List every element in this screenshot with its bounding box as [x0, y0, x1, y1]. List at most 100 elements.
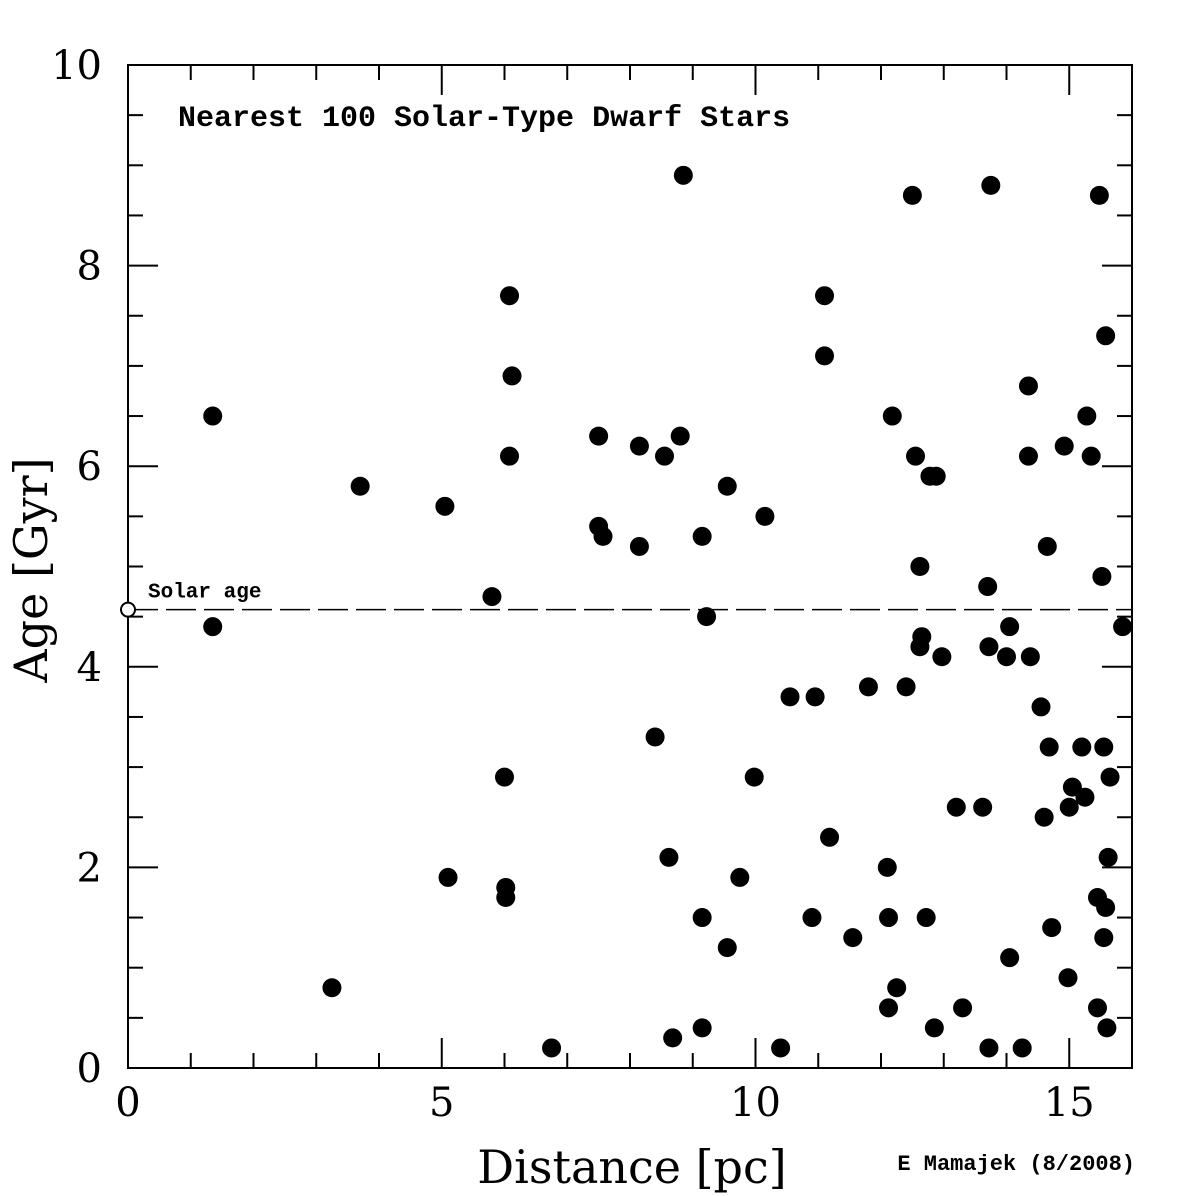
data-point — [981, 175, 1001, 195]
data-point — [1031, 697, 1051, 717]
data-point — [500, 286, 520, 306]
data-point — [1037, 536, 1057, 556]
data-point — [1018, 446, 1038, 466]
data-point — [717, 938, 737, 958]
data-point — [879, 908, 899, 928]
data-point — [673, 165, 693, 185]
data-point — [670, 426, 690, 446]
x-tick-label: 10 — [730, 1080, 781, 1126]
data-point — [1094, 737, 1114, 757]
data-point — [906, 446, 926, 466]
data-point — [495, 767, 514, 787]
data-point — [815, 346, 835, 366]
data-point — [1089, 185, 1109, 205]
data-point — [1020, 647, 1040, 667]
x-tick-label: 5 — [429, 1080, 454, 1126]
data-point — [953, 998, 973, 1018]
data-point — [697, 607, 717, 627]
data-point — [946, 797, 966, 817]
data-point — [1059, 797, 1079, 817]
y-tick-label: 0 — [77, 1046, 102, 1092]
data-point — [1092, 567, 1112, 587]
y-tick-label: 10 — [51, 43, 102, 89]
data-point — [843, 928, 863, 948]
y-axis-label: Age [Gyr] — [4, 457, 58, 683]
data-point — [717, 476, 737, 496]
x-tick-label: 15 — [1044, 1080, 1095, 1126]
data-point — [322, 978, 342, 998]
data-point — [755, 506, 775, 526]
data-point — [1096, 898, 1116, 918]
data-point — [910, 557, 930, 576]
data-point — [997, 647, 1016, 667]
data-point — [805, 687, 825, 707]
chart-title: Nearest 100 Solar-Type Dwarf Stars — [178, 102, 790, 136]
tick-labels: 0 5 10 15 0 2 4 6 8 10 — [51, 43, 1095, 1126]
axis-ticks — [127, 64, 1133, 1069]
data-point — [887, 978, 907, 998]
data-point — [659, 847, 679, 867]
data-point — [1039, 737, 1059, 757]
data-point — [589, 426, 609, 446]
y-tick-label: 6 — [77, 444, 102, 490]
data-point — [1034, 807, 1054, 827]
data-point — [924, 1018, 944, 1038]
data-point — [438, 867, 458, 887]
data-point — [926, 466, 946, 486]
data-point — [979, 637, 999, 657]
data-point — [1000, 948, 1020, 968]
x-tick-label: 0 — [115, 1080, 140, 1126]
data-point — [502, 366, 522, 386]
data-point — [771, 1038, 791, 1058]
data-point — [912, 627, 932, 647]
data-point — [593, 526, 613, 546]
data-point — [932, 647, 952, 667]
data-point — [482, 587, 502, 607]
data-point — [744, 767, 764, 787]
data-point — [882, 406, 902, 426]
data-point — [780, 687, 800, 707]
data-point — [1087, 998, 1107, 1018]
data-point — [1113, 617, 1133, 637]
y-tick-label: 8 — [77, 244, 102, 290]
x-axis-label: Distance [pc] — [477, 1140, 786, 1194]
data-point — [879, 998, 899, 1018]
data-point — [978, 577, 998, 597]
data-point — [916, 908, 936, 928]
data-point — [629, 436, 649, 456]
data-point — [629, 536, 649, 556]
data-point — [1100, 767, 1120, 787]
data-point — [663, 1028, 683, 1048]
y-tick-label: 2 — [77, 845, 102, 891]
data-point — [645, 727, 665, 747]
data-point — [1096, 326, 1116, 346]
data-point — [203, 406, 223, 426]
data-point — [858, 677, 878, 697]
data-point — [877, 857, 897, 877]
data-point — [542, 1038, 562, 1058]
data-point — [1018, 376, 1038, 396]
data-point — [496, 887, 516, 907]
data-point — [500, 446, 520, 466]
data-point — [1094, 928, 1114, 948]
data-point — [1081, 446, 1101, 466]
data-points — [203, 165, 1133, 1058]
data-point — [203, 617, 223, 637]
data-point — [1058, 968, 1078, 988]
data-point — [1097, 1018, 1117, 1038]
data-point — [1077, 406, 1097, 426]
data-point — [1012, 1038, 1032, 1058]
data-point — [1042, 918, 1062, 938]
sun-marker — [120, 601, 136, 618]
data-point — [820, 827, 840, 847]
data-point — [1098, 847, 1118, 867]
solar-age-label: Solar age — [148, 582, 261, 605]
plot-frame — [127, 64, 1133, 1069]
data-point — [896, 677, 916, 697]
data-point — [815, 286, 835, 306]
data-point — [1072, 737, 1092, 757]
data-point — [979, 1038, 999, 1058]
credit-label: E Mamajek (8/2008) — [897, 1152, 1135, 1177]
data-point — [692, 1018, 712, 1038]
